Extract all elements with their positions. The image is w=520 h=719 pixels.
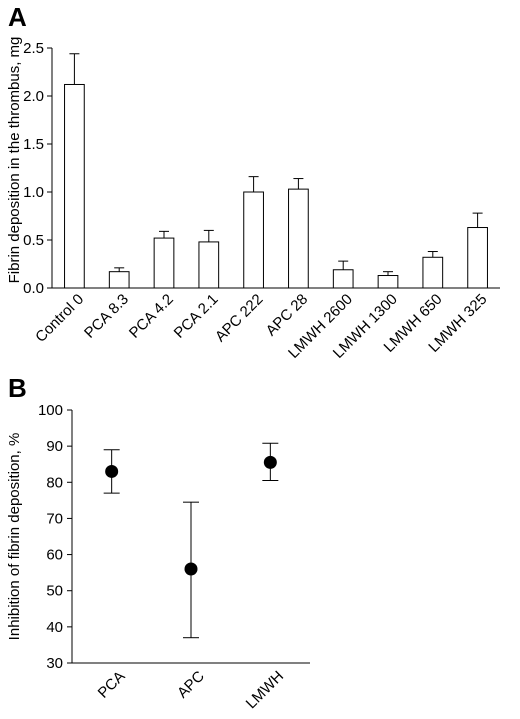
data-point (105, 464, 119, 478)
bar (377, 275, 399, 289)
y-axis-title-b: Inhibition of fibrin deposition, % (6, 433, 23, 641)
y-tick-label-a: 0.5 (23, 232, 44, 249)
y-tick-label-b: 40 (46, 619, 63, 636)
x-tick-label-a: PCA 4.2 (126, 291, 177, 342)
panel-letter-a: A (8, 2, 27, 32)
bar (243, 191, 264, 289)
y-tick-label-b: 80 (46, 474, 63, 491)
y-tick-label-a: 2.0 (23, 88, 44, 105)
x-tick-label-a: Control 0 (32, 291, 87, 346)
y-tick-label-a: 1.5 (23, 136, 44, 153)
bar (288, 188, 309, 289)
chart-b: 30 40 50 60 70 80 90 100 PCA APC LMWH Inhibition of… (6, 402, 310, 712)
y-tick-label-b: 90 (46, 438, 63, 455)
y-tick-label-a: 2.5 (23, 40, 44, 57)
y-tick-label-b: 100 (38, 402, 63, 419)
bar (332, 269, 354, 289)
panel-letter-b: B (8, 373, 27, 403)
bar (198, 241, 220, 289)
y-tick-label-b: 70 (46, 510, 63, 527)
bar (108, 271, 130, 289)
y-tick-label-b: 50 (46, 583, 63, 600)
bar (467, 227, 488, 289)
x-tick-label-a: PCA 8.3 (81, 291, 132, 342)
data-point (263, 455, 277, 469)
bar (64, 83, 85, 289)
x-tick-label-b: PCA (95, 668, 129, 702)
y-tick-label-a: 1.0 (23, 184, 44, 201)
bar (422, 256, 444, 289)
data-point (184, 562, 198, 576)
x-tick-label-b: LMWH (243, 668, 287, 712)
y-axis-title-a: Fibrin deposition in the thrombus, mg (6, 37, 23, 284)
y-tick-label-b: 30 (46, 655, 63, 672)
x-tick-label-a: APC 222 (212, 291, 266, 345)
x-tick-label-b: APC (174, 668, 208, 702)
y-tick-label-a: 0.0 (23, 280, 44, 297)
y-tick-label-b: 60 (46, 547, 63, 564)
bar (153, 237, 175, 289)
